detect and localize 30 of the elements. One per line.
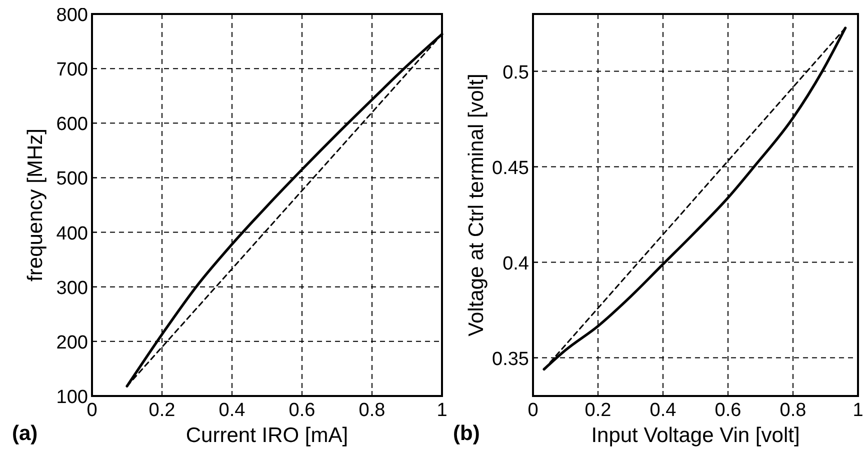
x-tick-label: 0.8 — [780, 400, 806, 421]
x-tick-label: 0 — [528, 400, 538, 421]
x-tick-label: 0.2 — [148, 400, 176, 421]
y-tick-label: 100 — [56, 387, 88, 408]
x-tick-label: 0.6 — [714, 400, 742, 421]
x-tick-label: 1 — [436, 400, 448, 421]
y-tick-label: 500 — [56, 168, 88, 190]
x-axis-title: Current IRO [mA] — [186, 424, 348, 447]
x-tick-label: 0.4 — [218, 400, 246, 421]
x-tick-label: 0.8 — [358, 400, 386, 421]
x-tick-label: 0.2 — [584, 400, 612, 421]
y-tick-label: 0.5 — [502, 62, 529, 84]
y-axis-title: frequency [MHz] — [24, 128, 47, 282]
y-tick-label: 700 — [56, 60, 88, 81]
x-tick-label: 0.6 — [288, 400, 316, 421]
text: (b) — [453, 422, 480, 445]
x-tick-label: 0 — [86, 400, 98, 421]
y-axis-title: Voltage at Ctrl terminal [volt] — [465, 74, 488, 336]
x-axis-title: Input Voltage Vin [volt] — [591, 424, 800, 447]
text: (a) — [12, 422, 38, 445]
y-tick-label: 400 — [56, 223, 88, 244]
y-tick-label: 300 — [56, 278, 88, 299]
y-tick-label: 800 — [56, 5, 88, 26]
x-tick-label: 0.4 — [650, 400, 677, 421]
y-tick-label: 0.35 — [492, 348, 529, 370]
y-tick-label: 600 — [56, 114, 88, 136]
y-tick-label: 0.45 — [492, 158, 529, 179]
y-tick-label: 200 — [56, 332, 88, 354]
x-tick-label: 1 — [852, 400, 864, 421]
y-tick-label: 0.4 — [502, 253, 530, 274]
